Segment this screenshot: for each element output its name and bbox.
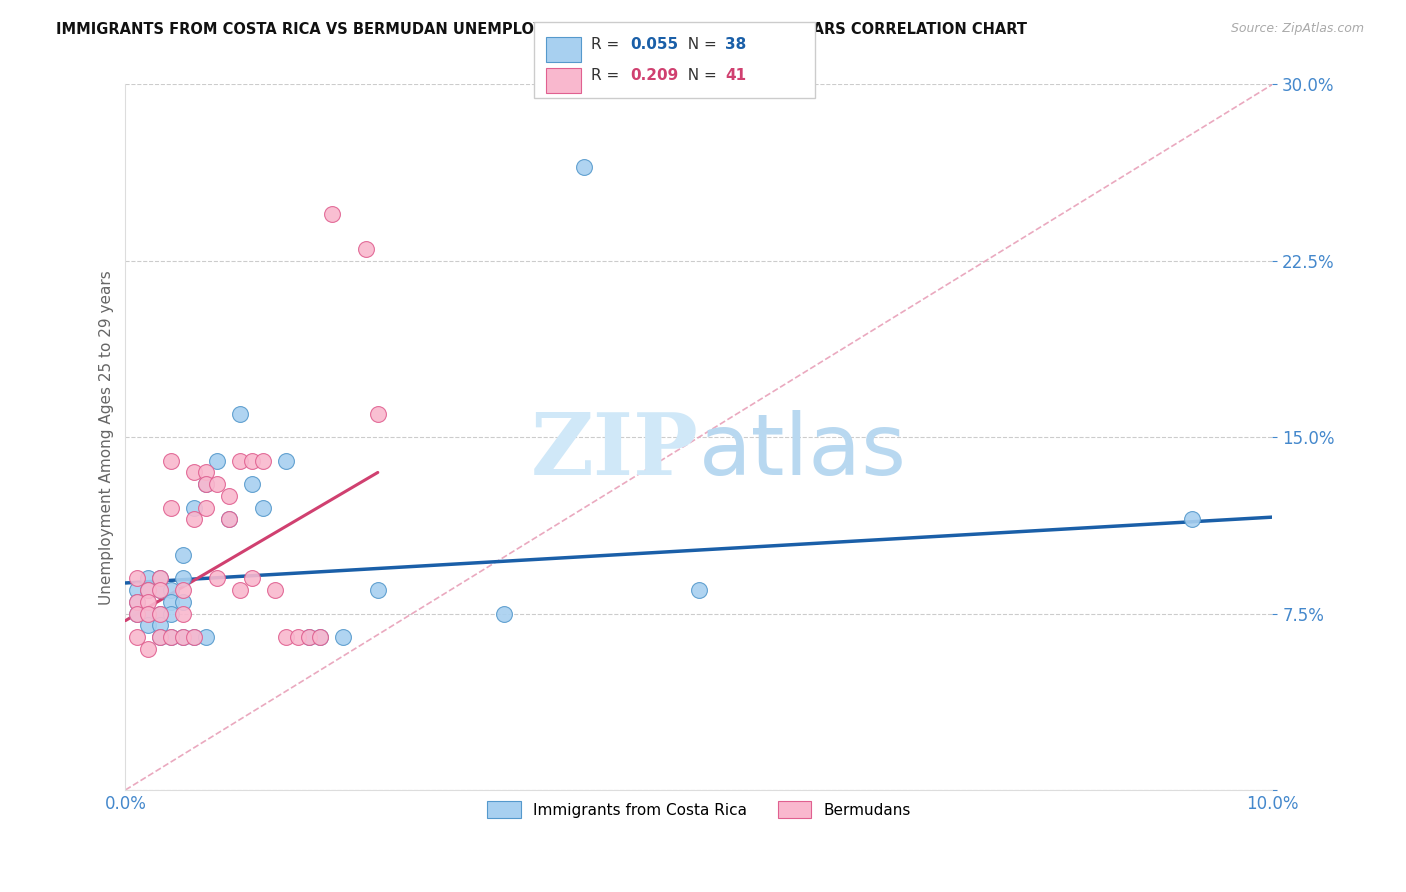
Point (252, 453, 274, 467)
Point (309, 630, 332, 644)
Point (274, 453, 297, 467)
Point (183, 630, 205, 644)
Point (492, 607, 515, 621)
Point (229, 407, 252, 421)
Point (172, 607, 194, 621)
Point (218, 512, 240, 526)
Point (287, 630, 309, 644)
Point (183, 630, 205, 644)
Text: 0.209: 0.209 (630, 69, 678, 83)
Text: 0.055: 0.055 (630, 37, 678, 52)
Point (229, 453, 252, 467)
Point (149, 630, 172, 644)
Point (125, 595, 148, 609)
Point (138, 595, 160, 609)
Point (321, 207, 343, 221)
Point (149, 571, 172, 585)
Point (149, 582, 172, 597)
Point (205, 453, 228, 467)
Point (160, 607, 183, 621)
Point (172, 582, 194, 597)
Point (688, 582, 710, 597)
Point (194, 500, 217, 515)
Text: Source: ZipAtlas.com: Source: ZipAtlas.com (1230, 22, 1364, 36)
Point (240, 477, 263, 491)
Point (160, 500, 183, 515)
Point (125, 582, 148, 597)
Point (252, 500, 274, 515)
Point (263, 582, 285, 597)
Point (172, 630, 194, 644)
Point (367, 582, 389, 597)
Text: 38: 38 (725, 37, 747, 52)
Point (149, 571, 172, 585)
Point (332, 630, 354, 644)
Point (356, 242, 378, 256)
Point (149, 630, 172, 644)
Text: atlas: atlas (699, 409, 907, 492)
Point (125, 607, 148, 621)
Point (218, 489, 240, 503)
Point (183, 512, 205, 526)
Point (125, 630, 148, 644)
Y-axis label: Unemployment Among Ages 25 to 29 years: Unemployment Among Ages 25 to 29 years (100, 269, 114, 605)
Point (160, 595, 183, 609)
Point (138, 607, 160, 621)
Point (172, 595, 194, 609)
Text: IMMIGRANTS FROM COSTA RICA VS BERMUDAN UNEMPLOYMENT AMONG AGES 25 TO 29 YEARS CO: IMMIGRANTS FROM COSTA RICA VS BERMUDAN U… (56, 22, 1028, 37)
Point (205, 477, 228, 491)
Point (160, 630, 183, 644)
Text: R =: R = (591, 69, 624, 83)
Point (194, 477, 217, 491)
Text: R =: R = (591, 37, 624, 52)
Point (367, 407, 389, 421)
Point (172, 548, 194, 562)
Point (138, 571, 160, 585)
Point (149, 607, 172, 621)
Point (138, 618, 160, 632)
Point (298, 630, 321, 644)
Point (309, 630, 332, 644)
Point (1181, 512, 1204, 526)
Text: N =: N = (678, 69, 721, 83)
Point (240, 571, 263, 585)
Point (205, 571, 228, 585)
Point (194, 477, 217, 491)
Point (138, 607, 160, 621)
Point (240, 453, 263, 467)
Text: ZIP: ZIP (531, 409, 699, 493)
Point (172, 630, 194, 644)
Point (160, 630, 183, 644)
Point (298, 630, 321, 644)
Point (218, 512, 240, 526)
Point (194, 466, 217, 480)
Legend: Immigrants from Costa Rica, Bermudans: Immigrants from Costa Rica, Bermudans (481, 795, 917, 824)
Point (183, 466, 205, 480)
Point (138, 582, 160, 597)
Point (149, 607, 172, 621)
Point (125, 595, 148, 609)
Point (149, 582, 172, 597)
Text: N =: N = (678, 37, 721, 52)
Point (274, 630, 297, 644)
Point (183, 500, 205, 515)
Point (160, 582, 183, 597)
Point (125, 607, 148, 621)
Point (138, 641, 160, 656)
Point (149, 618, 172, 632)
Point (160, 453, 183, 467)
Point (125, 571, 148, 585)
Point (194, 630, 217, 644)
Point (172, 571, 194, 585)
Point (138, 582, 160, 597)
Point (229, 582, 252, 597)
Text: 41: 41 (725, 69, 747, 83)
Point (574, 160, 596, 174)
